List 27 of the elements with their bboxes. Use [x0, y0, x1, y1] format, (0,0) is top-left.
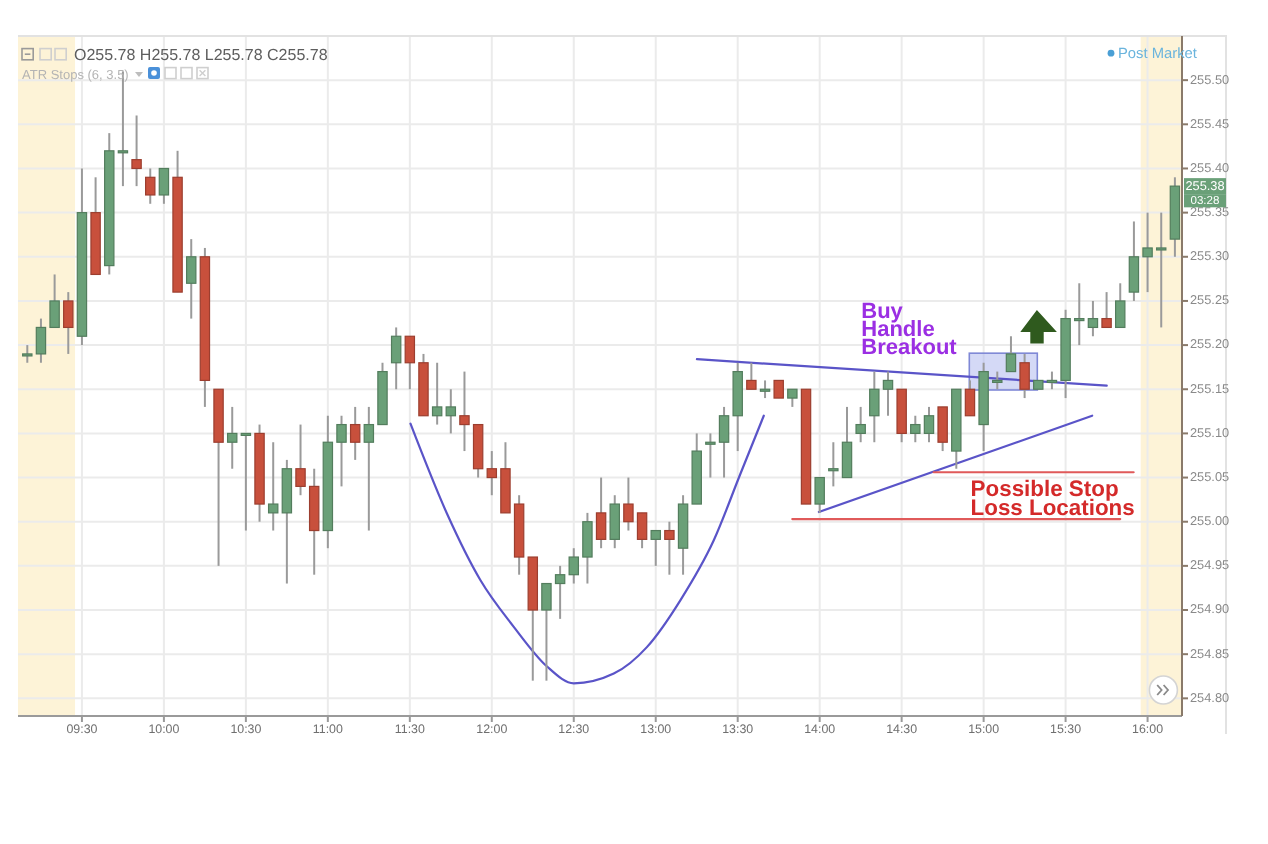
candlestick — [186, 238, 197, 320]
candlestick — [445, 388, 457, 435]
candlestick — [1115, 282, 1126, 329]
candlestick — [390, 326, 402, 391]
candlestick — [896, 388, 907, 444]
candlestick — [63, 291, 74, 355]
candlestick — [1005, 335, 1017, 373]
candlestick — [814, 476, 825, 514]
candlestick — [937, 405, 948, 453]
candlestick — [595, 476, 607, 550]
annotation: Possible Stop Loss Locations — [970, 478, 1135, 522]
candlestick — [664, 520, 675, 576]
candlestick — [1101, 291, 1112, 329]
candlestick — [855, 405, 866, 444]
text: O255.78 H255.78 L255.78 C255.78 — [74, 46, 329, 64]
candlestick — [746, 361, 757, 391]
candlestick — [431, 361, 443, 426]
candlestick — [145, 167, 156, 205]
candlestick — [964, 379, 976, 417]
line-series — [409, 414, 765, 685]
candlestick — [650, 529, 661, 567]
candlestick — [349, 405, 361, 461]
candlestick — [609, 494, 620, 550]
annotation: Buy Handle Breakout — [861, 299, 958, 360]
candlestick — [1019, 352, 1030, 400]
candlestick — [158, 167, 170, 205]
candlestick — [131, 114, 142, 188]
